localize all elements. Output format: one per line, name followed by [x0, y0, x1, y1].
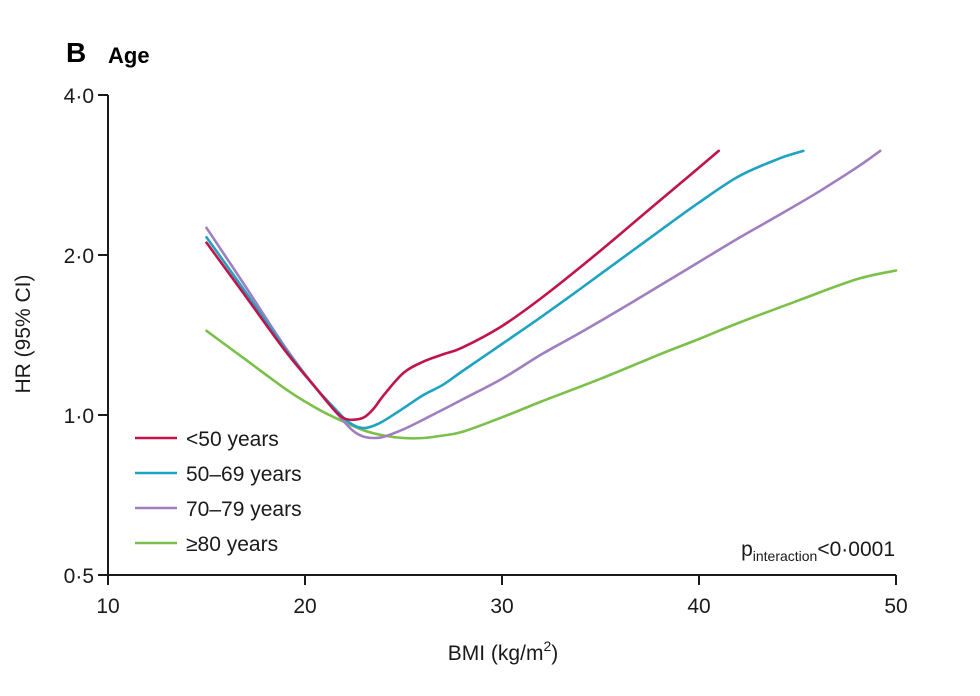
- panel-letter: B: [66, 37, 86, 68]
- x-axis-label: BMI (kg/m2): [448, 638, 558, 665]
- y-tick-label: 4·0: [64, 85, 94, 108]
- series-line: [205, 149, 720, 422]
- series-line: [205, 149, 805, 430]
- y-ticks: 0·5 1·0 2·0 4·0: [64, 85, 108, 588]
- y-tick-label: 2·0: [64, 245, 94, 268]
- y-axis-label: HR (95% CI): [12, 274, 35, 393]
- legend-label: ≥80 years: [186, 533, 278, 556]
- x-tick-label: 10: [96, 595, 119, 618]
- series-line: [205, 269, 898, 440]
- panel-title: Age: [108, 43, 150, 68]
- legend-label: 70–79 years: [186, 498, 302, 521]
- x-ticks: 10 20 30 40 50: [96, 575, 908, 618]
- x-tick-label: 50: [884, 595, 907, 618]
- y-tick-label: 0·5: [64, 565, 94, 588]
- x-tick-label: 20: [293, 595, 316, 618]
- x-tick-label: 40: [687, 595, 710, 618]
- x-tick-label: 30: [490, 595, 513, 618]
- legend-label: <50 years: [186, 428, 279, 451]
- legend-label: 50–69 years: [186, 463, 302, 486]
- p-interaction-annotation: pinteraction<0·0001: [741, 538, 895, 564]
- series-lines: [205, 149, 898, 440]
- legend: <50 years 50–69 years 70–79 years ≥80 years: [135, 428, 302, 556]
- series-line: [205, 149, 882, 440]
- y-tick-label: 1·0: [64, 405, 94, 428]
